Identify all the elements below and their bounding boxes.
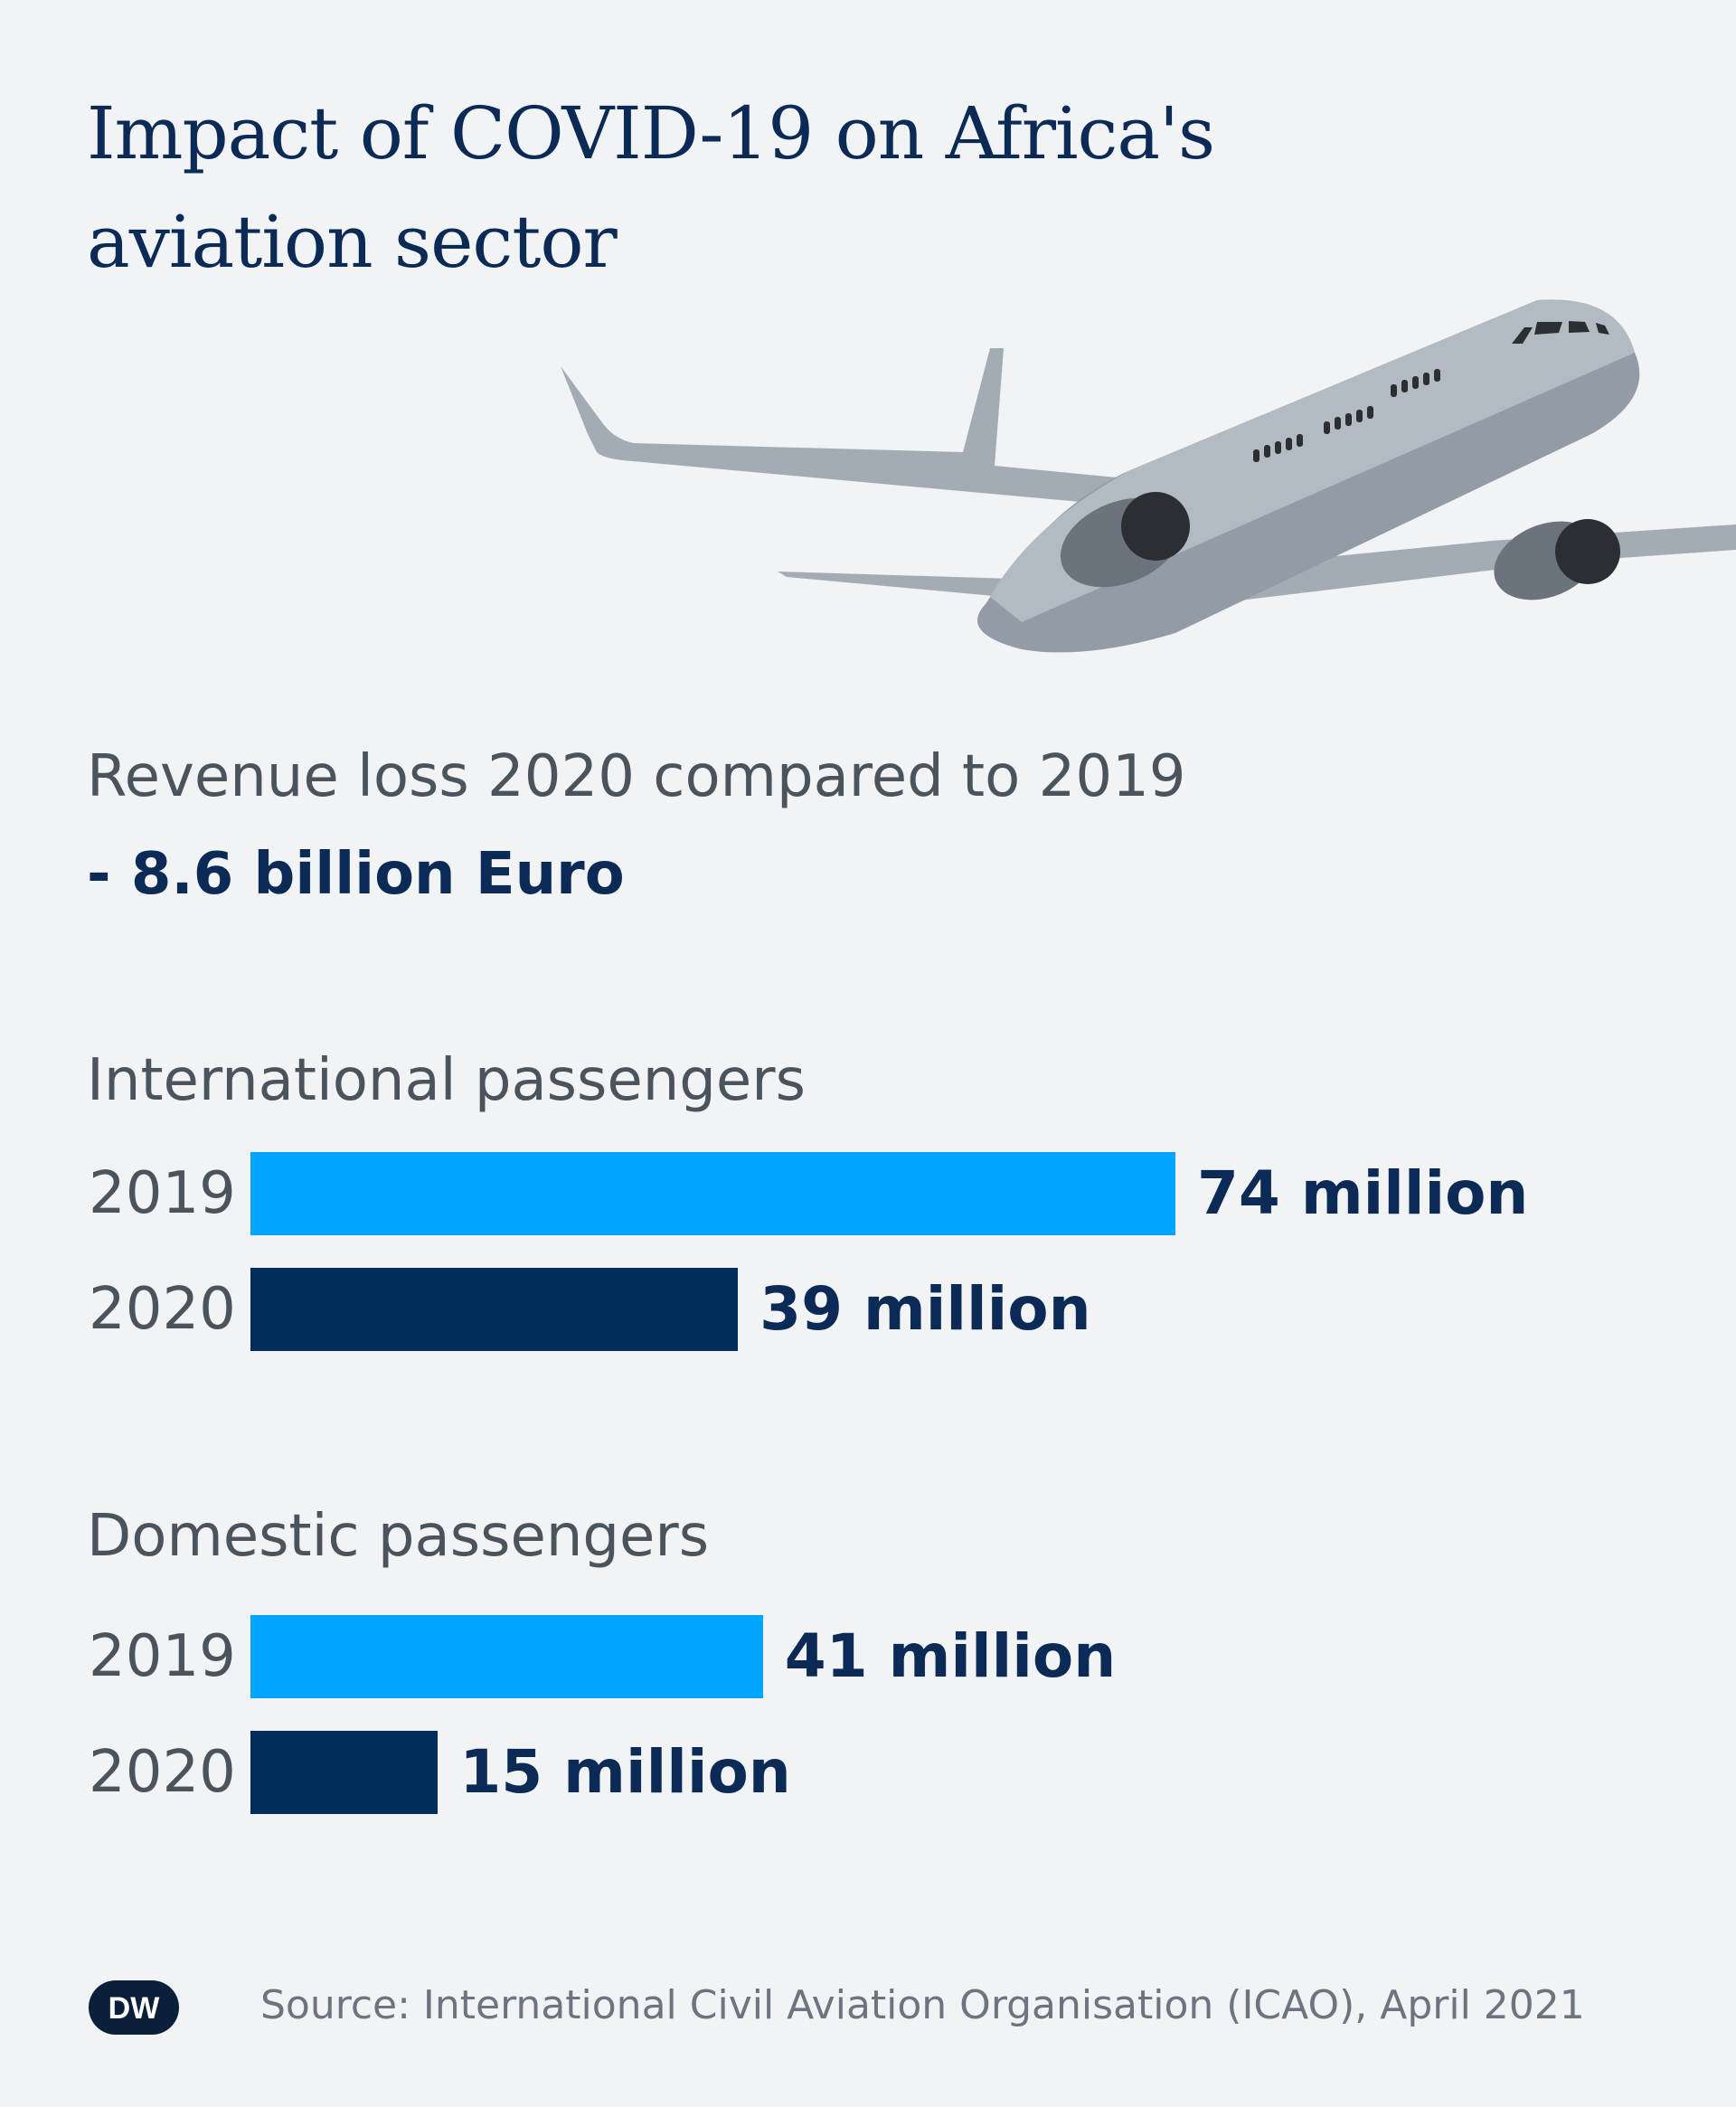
dom-bar-2019 (250, 1615, 763, 1698)
dom-year-2020-label: 2020 (89, 1739, 236, 1806)
intl-bar-2019 (250, 1152, 1175, 1235)
chart-title: Impact of COVID-19 on Africa's aviation … (87, 80, 1443, 297)
revenue-loss-label: Revenue loss 2020 compared to 2019 (87, 743, 1186, 810)
dom-value-2020: 15 million (459, 1737, 791, 1807)
intl-value-2020: 39 million (760, 1274, 1091, 1344)
intl-year-2019-label: 2019 (89, 1160, 236, 1227)
airplane-illustration (561, 299, 1736, 653)
dom-value-2019: 41 million (784, 1621, 1117, 1691)
title-line-2: aviation sector (87, 200, 618, 284)
dom-year-2019-label: 2019 (89, 1623, 236, 1690)
domestic-passengers-heading: Domestic passengers (87, 1503, 710, 1570)
dw-logo-text: DW (108, 1991, 161, 2026)
intl-bar-2020 (250, 1268, 739, 1351)
international-passengers-heading: International passengers (87, 1047, 806, 1114)
intl-year-2020-label: 2020 (89, 1276, 236, 1343)
dw-logo: DW (89, 1980, 179, 2035)
title-line-1: Impact of COVID-19 on Africa's (87, 91, 1215, 175)
source-note: Source: International Civil Aviation Org… (260, 1982, 1585, 2028)
revenue-loss-value: - 8.6 billion Euro (87, 841, 625, 908)
intl-value-2019: 74 million (1197, 1158, 1529, 1228)
dom-bar-2020 (250, 1731, 439, 1814)
